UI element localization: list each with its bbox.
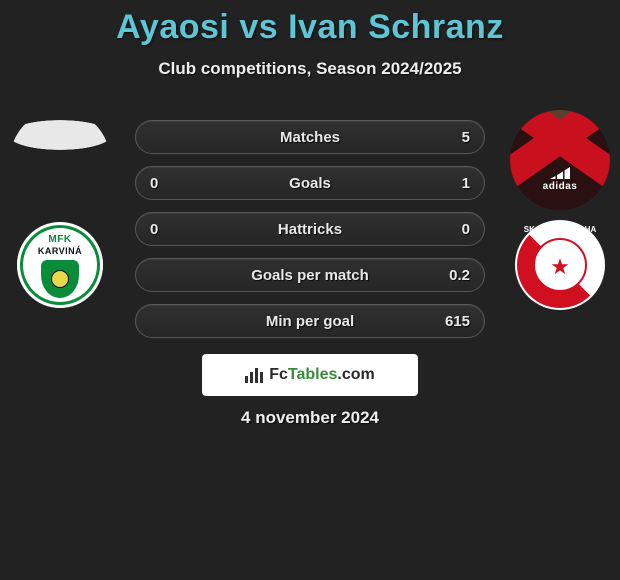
stat-left-value: 0 xyxy=(150,221,158,238)
stat-label: Matches xyxy=(136,129,484,146)
player-right-avatar: adidas xyxy=(510,110,610,210)
brand-link[interactable]: FcTables.com xyxy=(202,354,418,396)
stat-bars: Matches 5 0 Goals 1 0 Hattricks 0 Goals … xyxy=(135,120,485,350)
brand-bars-icon xyxy=(245,368,263,383)
left-column: MFK KARVINÁ xyxy=(10,110,110,308)
stat-right-value: 0.2 xyxy=(449,267,470,284)
crest-left-text-top: MFK xyxy=(17,234,103,245)
stat-left-value: 0 xyxy=(150,175,158,192)
crest-right-star-icon: ★ xyxy=(517,254,603,280)
comparison-card: Ayaosi vs Ivan Schranz Club competitions… xyxy=(0,0,620,450)
stat-row: 0 Goals 1 xyxy=(135,166,485,200)
stat-right-value: 1 xyxy=(462,175,470,192)
stat-label: Hattricks xyxy=(136,221,484,238)
stat-row: Min per goal 615 xyxy=(135,304,485,338)
page-title: Ayaosi vs Ivan Schranz xyxy=(0,0,620,47)
stat-right-value: 615 xyxy=(445,313,470,330)
stat-right-value: 0 xyxy=(462,221,470,238)
stat-label: Goals xyxy=(136,175,484,192)
stat-label: Min per goal xyxy=(136,313,484,330)
crest-left-ball-icon xyxy=(51,270,69,288)
stat-row: 0 Hattricks 0 xyxy=(135,212,485,246)
subtitle: Club competitions, Season 2024/2025 xyxy=(0,59,620,79)
player-left-avatar xyxy=(10,110,110,210)
stat-row: Matches 5 xyxy=(135,120,485,154)
brand-text-a: Fc xyxy=(269,366,288,384)
crest-right-text-top: SK SLAVIA PRAHA xyxy=(517,225,603,234)
jersey-brand-label: adidas xyxy=(510,167,610,192)
right-column: adidas SK SLAVIA PRAHA ★ FOTBAL xyxy=(510,110,610,308)
stat-right-value: 5 xyxy=(462,129,470,146)
crest-right-text-bottom: FOTBAL xyxy=(517,295,603,305)
date-label: 4 november 2024 xyxy=(0,408,620,428)
brand-text-b: Tables xyxy=(288,366,338,384)
stat-label: Goals per match xyxy=(136,267,484,284)
brand-text-c: .com xyxy=(337,366,374,384)
club-crest-left: MFK KARVINÁ xyxy=(17,222,103,308)
crest-left-text-bottom: KARVINÁ xyxy=(17,246,103,256)
stat-row: Goals per match 0.2 xyxy=(135,258,485,292)
club-crest-right: SK SLAVIA PRAHA ★ FOTBAL xyxy=(517,222,603,308)
